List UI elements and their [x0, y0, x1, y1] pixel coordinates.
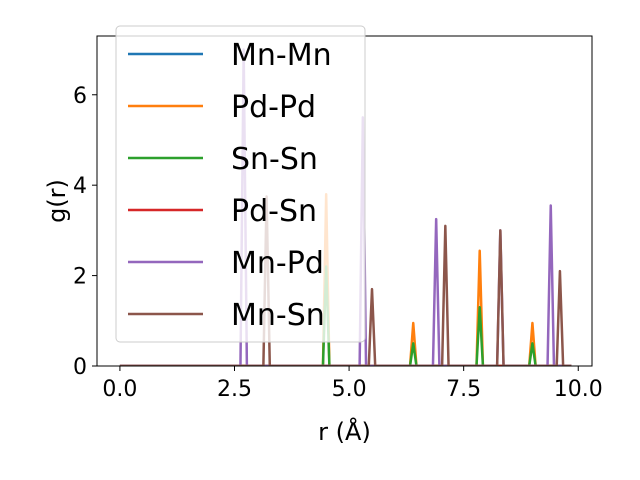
x-tick-label: 5.0 [332, 377, 367, 402]
y-axis-label: g(r) [43, 179, 71, 223]
y-tick-label: 2 [73, 265, 87, 290]
x-axis: 0.0 2.5 5.0 7.5 10.0 [102, 366, 603, 402]
legend-label: Mn-Pd [231, 246, 324, 281]
y-axis: 0 2 4 6 [73, 84, 97, 380]
x-tick-label: 7.5 [446, 377, 481, 402]
legend-label: Mn-Mn [231, 38, 332, 73]
y-tick-label: 0 [73, 355, 87, 380]
x-axis-label: r (Å) [318, 417, 371, 446]
legend-label: Pd-Pd [231, 90, 316, 125]
legend-label: Mn-Sn [231, 298, 325, 333]
x-tick-label: 2.5 [217, 377, 252, 402]
x-tick-label: 0.0 [102, 377, 137, 402]
y-tick-label: 6 [73, 84, 87, 109]
legend: Mn-Mn Pd-Pd Sn-Sn Pd-Sn Mn-Pd Mn-Sn [115, 25, 366, 343]
x-tick-label: 10.0 [554, 377, 603, 402]
legend-label: Pd-Sn [231, 194, 317, 229]
y-tick-label: 4 [73, 174, 87, 199]
legend-label: Sn-Sn [231, 142, 318, 177]
legend-box [115, 25, 366, 343]
